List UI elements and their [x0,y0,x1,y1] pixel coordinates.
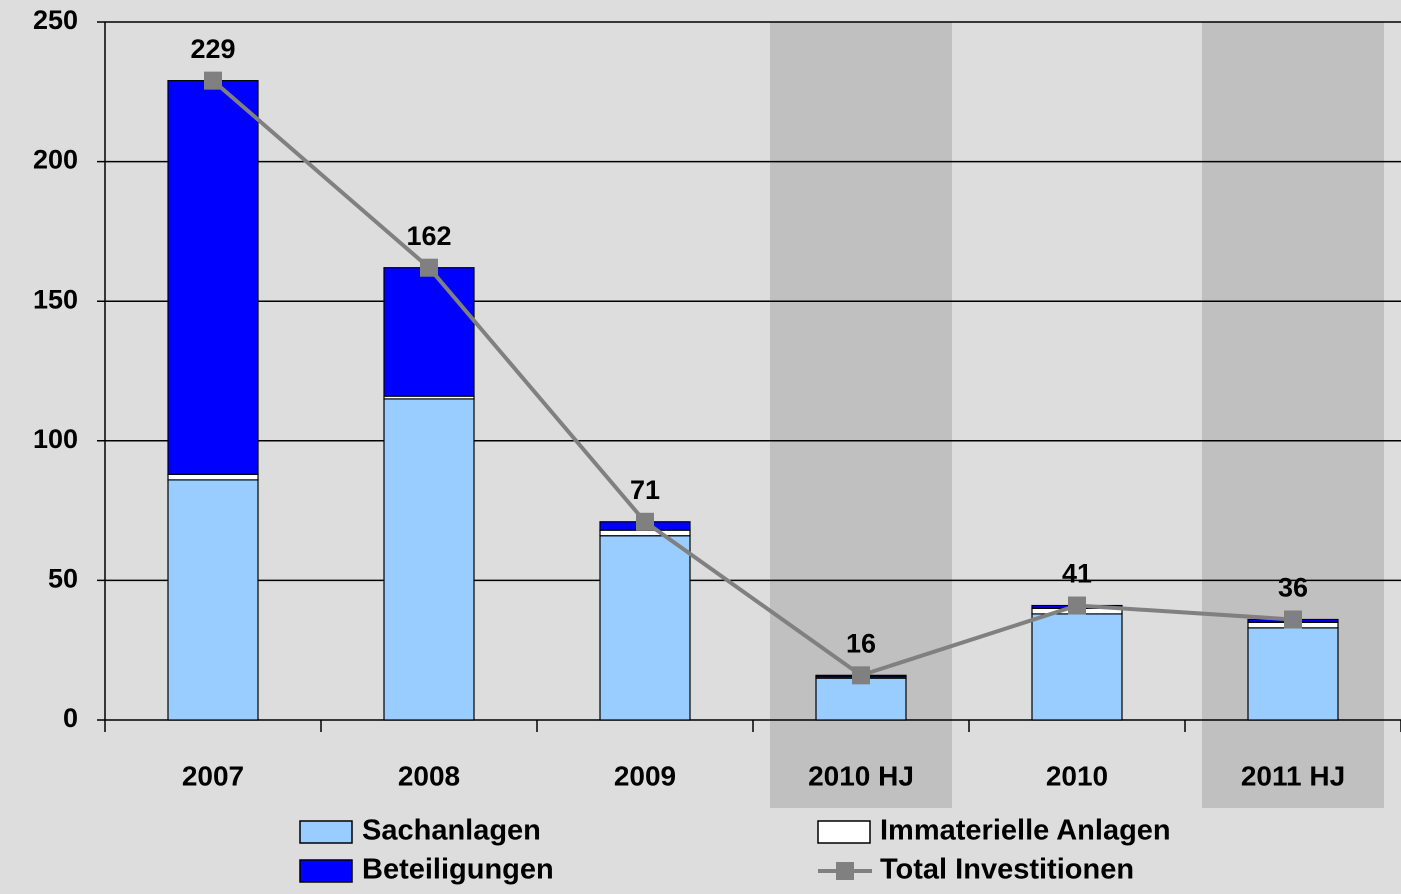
x-tick-label: 2009 [614,760,676,791]
legend-marker [836,862,854,880]
legend-swatch [299,820,353,844]
x-tick-label: 2011 HJ [1241,760,1345,791]
data-label: 41 [1062,559,1092,589]
data-label: 162 [406,221,451,251]
bar-segment [167,479,259,721]
x-tick-label: 2010 [1046,760,1108,791]
bar-segment [815,677,907,721]
y-tick-label: 200 [33,145,78,175]
bar-segment [1031,613,1123,721]
legend-label: Immaterielle Anlagen [880,815,1171,847]
data-label: 36 [1278,573,1308,603]
x-tick-label: 2008 [398,760,460,791]
total-line [211,79,1294,678]
x-tick-label: 2010 HJ [808,760,914,791]
x-tick-label: 2007 [182,760,244,791]
line-marker [636,512,654,531]
legend-label: Beteiligungen [362,854,554,886]
line-marker [1284,610,1302,629]
line-marker [1068,596,1086,615]
data-label: 71 [630,475,660,505]
line-marker [420,258,438,277]
legend-label: Total Investitionen [880,854,1134,886]
y-tick-label: 250 [33,5,78,35]
bar-segment [1247,627,1339,721]
y-tick-label: 150 [33,284,78,314]
bar-segment [599,535,691,721]
bar-segment [167,80,259,475]
bar-segment [167,473,259,481]
y-tick-label: 50 [48,564,78,594]
legend-label: Sachanlagen [362,815,541,847]
y-tick-label: 0 [63,703,78,733]
line-marker [204,71,222,90]
y-tick-label: 100 [33,424,78,454]
data-label: 229 [190,34,235,64]
line-marker [852,666,870,685]
legend-swatch [817,820,871,844]
bar-segment [383,398,475,721]
data-label: 16 [846,628,876,658]
bar-segment [599,529,691,537]
bar-segment [383,267,475,397]
legend-swatch [299,859,353,883]
